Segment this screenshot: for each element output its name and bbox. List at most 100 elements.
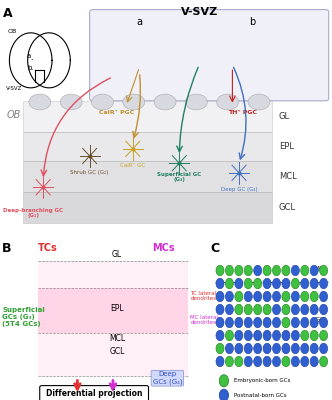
Circle shape [273,265,281,276]
Circle shape [263,291,271,302]
Text: GCL: GCL [314,317,328,323]
Circle shape [301,278,309,289]
Text: Deep
GCs (G₄): Deep GCs (G₄) [152,371,182,385]
Circle shape [320,278,328,289]
Circle shape [216,291,224,302]
Text: MCL: MCL [314,266,328,272]
Text: Embryonic-born GCs: Embryonic-born GCs [234,378,290,383]
Circle shape [225,343,233,354]
Text: V-SVZ: V-SVZ [6,86,23,91]
Circle shape [225,291,233,302]
Text: EPL: EPL [279,142,294,151]
Circle shape [235,356,243,367]
Circle shape [216,343,224,354]
Circle shape [244,278,252,289]
Circle shape [263,304,271,315]
Circle shape [282,304,290,315]
Circle shape [225,304,233,315]
Circle shape [235,330,243,341]
Circle shape [310,356,318,367]
Circle shape [320,304,328,315]
Text: b: b [249,17,255,27]
Circle shape [216,278,224,289]
FancyBboxPatch shape [90,10,329,101]
Circle shape [291,304,299,315]
Text: EPL: EPL [110,304,124,313]
Circle shape [225,330,233,341]
Circle shape [310,330,318,341]
Circle shape [263,330,271,341]
Text: Superficial GC
(G₃): Superficial GC (G₃) [157,172,202,182]
Circle shape [92,94,114,110]
Circle shape [225,317,233,328]
Circle shape [225,278,233,289]
Text: GL: GL [112,250,122,259]
Circle shape [248,94,270,110]
Text: V-SVZ: V-SVZ [181,7,218,17]
Text: GCL: GCL [279,203,296,212]
Circle shape [282,291,290,302]
Circle shape [225,265,233,276]
Circle shape [282,356,290,367]
Circle shape [254,343,262,354]
Text: a: a [27,54,31,60]
Circle shape [29,94,51,110]
Text: GCL: GCL [110,348,125,356]
Circle shape [235,304,243,315]
Circle shape [217,94,239,110]
Bar [23,132,272,161]
Circle shape [310,291,318,302]
FancyBboxPatch shape [40,386,148,400]
Circle shape [263,265,271,276]
Circle shape [244,356,252,367]
Circle shape [282,343,290,354]
Circle shape [263,356,271,367]
Circle shape [320,291,328,302]
Circle shape [310,343,318,354]
Circle shape [216,304,224,315]
Circle shape [301,356,309,367]
Circle shape [235,343,243,354]
Circle shape [291,265,299,276]
Circle shape [282,317,290,328]
Circle shape [244,343,252,354]
Circle shape [273,291,281,302]
Text: Superficial
GCs (G₃)
(5T4 GCs): Superficial GCs (G₃) (5T4 GCs) [2,307,45,327]
Circle shape [216,356,224,367]
Circle shape [254,278,262,289]
Text: b: b [27,64,32,70]
Text: GL: GL [279,112,290,121]
Circle shape [273,317,281,328]
Circle shape [123,94,145,110]
Circle shape [235,278,243,289]
Circle shape [301,304,309,315]
Text: MCL: MCL [279,172,296,181]
Circle shape [273,356,281,367]
Circle shape [225,356,233,367]
Circle shape [216,265,224,276]
Circle shape [301,330,309,341]
Circle shape [320,317,328,328]
Circle shape [216,317,224,328]
Bar [23,192,272,223]
Circle shape [244,291,252,302]
Bar [23,101,272,132]
Circle shape [219,375,228,387]
Circle shape [291,330,299,341]
Circle shape [244,330,252,341]
Text: Shrub GC (G₂): Shrub GC (G₂) [70,170,109,175]
Circle shape [244,317,252,328]
Circle shape [263,278,271,289]
Circle shape [301,265,309,276]
Circle shape [254,304,262,315]
Circle shape [282,330,290,341]
Circle shape [254,330,262,341]
Circle shape [310,317,318,328]
Text: OB: OB [8,29,17,34]
Circle shape [185,94,207,110]
Circle shape [263,317,271,328]
Circle shape [301,343,309,354]
Circle shape [320,356,328,367]
Circle shape [310,265,318,276]
Text: B: B [2,242,12,254]
